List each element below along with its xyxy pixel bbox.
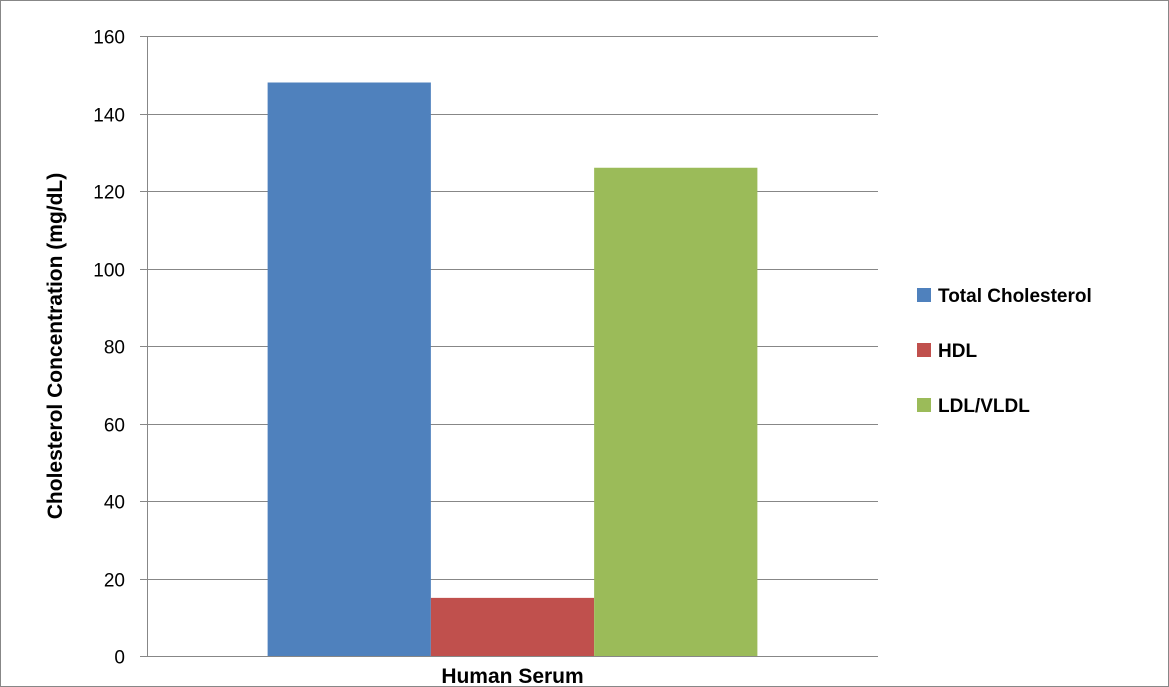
y-tick-label: 140 — [93, 106, 125, 127]
x-category-label: Human Serum — [441, 665, 583, 687]
bar-total-cholesterol — [267, 82, 431, 656]
y-axis-label: Cholesterol Concentration (mg/dL) — [44, 173, 67, 520]
legend: Total Cholesterol HDL LDL/VLDL — [917, 286, 1092, 417]
y-tick-label: 20 — [104, 571, 125, 592]
legend-swatch — [917, 343, 931, 357]
y-tick-label: 60 — [104, 416, 125, 437]
legend-swatch — [917, 398, 931, 412]
y-tick-label: 100 — [93, 261, 125, 282]
y-tick-label: 120 — [93, 183, 125, 204]
x-axis-categories: Human Serum — [441, 665, 583, 687]
legend-label: HDL — [938, 341, 977, 362]
legend-swatch — [917, 288, 931, 302]
bars — [267, 82, 758, 656]
gridlines — [147, 36, 878, 580]
y-tick-label: 160 — [93, 28, 125, 49]
y-tick-label: 80 — [104, 338, 125, 359]
legend-label: LDL/VLDL — [938, 396, 1030, 417]
y-tick-label: 40 — [104, 493, 125, 514]
bar-hdl — [430, 597, 595, 656]
y-axis-ticks: 0 20 40 60 80 100 120 140 160 — [93, 28, 147, 669]
bar-ldl-vldl — [594, 167, 758, 656]
legend-label: Total Cholesterol — [938, 286, 1092, 307]
y-tick-label: 0 — [114, 648, 125, 669]
